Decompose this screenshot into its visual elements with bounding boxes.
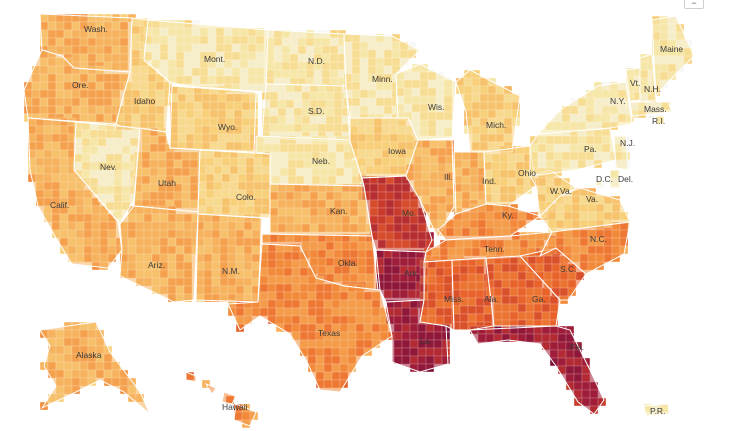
- label-wash: Wash.: [84, 24, 108, 34]
- label-alaska: Alaska: [76, 350, 102, 360]
- state-kan[interactable]: [269, 183, 373, 237]
- label-ri: R.I.: [652, 116, 665, 126]
- state-nh[interactable]: [639, 53, 657, 103]
- label-nh: N.H.: [644, 84, 661, 94]
- state-ill[interactable]: [405, 139, 455, 240]
- state-ala[interactable]: [451, 257, 495, 331]
- state-fla[interactable]: [469, 325, 605, 415]
- state-del[interactable]: [609, 169, 621, 189]
- label-colo: Colo.: [236, 192, 256, 202]
- label-utah: Utah: [158, 178, 176, 188]
- state-ny[interactable]: [536, 81, 633, 135]
- label-wyo: Wyo.: [218, 122, 237, 132]
- label-del: Del.: [618, 174, 633, 184]
- state-nj[interactable]: [613, 135, 629, 171]
- label-tenn: Tenn.: [484, 244, 505, 254]
- state-ohio[interactable]: [483, 145, 537, 207]
- label-neb: Neb.: [312, 156, 330, 166]
- label-idaho: Idaho: [134, 96, 156, 106]
- state-ariz[interactable]: [119, 205, 199, 303]
- label-mont: Mont.: [204, 54, 225, 64]
- label-mo: Mo.: [402, 208, 416, 218]
- label-nm: N.M.: [222, 266, 240, 276]
- label-wva: W.Va.: [550, 186, 572, 196]
- state-colo[interactable]: [197, 149, 271, 219]
- label-kan: Kan.: [330, 206, 348, 216]
- label-pr: P.R.: [650, 406, 665, 416]
- label-ark: Ark.: [404, 268, 419, 278]
- state-nm[interactable]: [195, 213, 263, 303]
- zoom-out-button[interactable]: −: [684, 0, 704, 9]
- state-sd[interactable]: [261, 83, 351, 143]
- label-mass: Mass.: [644, 104, 667, 114]
- label-iowa: Iowa: [388, 146, 406, 156]
- label-hawaii: Hawaii: [222, 402, 248, 412]
- label-ala: Ala.: [484, 294, 499, 304]
- state-alaska[interactable]: [39, 321, 151, 415]
- state-ri[interactable]: [655, 115, 665, 125]
- label-sd: S.D.: [308, 106, 325, 116]
- label-okla: Okla.: [338, 258, 358, 268]
- label-dc: D.C.: [596, 174, 613, 184]
- label-la: La.: [420, 336, 432, 346]
- state-wyo[interactable]: [169, 85, 257, 153]
- state-ga[interactable]: [485, 255, 561, 327]
- state-mass[interactable]: [629, 101, 673, 117]
- label-nj: N.J.: [620, 138, 635, 148]
- label-ariz: Ariz.: [148, 260, 165, 270]
- label-texas: Texas: [318, 328, 340, 338]
- state-texas[interactable]: [227, 243, 393, 393]
- state-neb[interactable]: [255, 135, 365, 187]
- label-ny: N.Y.: [610, 96, 625, 106]
- label-ohio: Ohio: [518, 168, 536, 178]
- state-iowa[interactable]: [349, 117, 419, 179]
- state-wis[interactable]: [395, 63, 457, 141]
- territory-pr[interactable]: [643, 403, 671, 417]
- label-ore: Ore.: [72, 80, 89, 90]
- label-ill: Ill.: [444, 172, 453, 182]
- state-hawaii[interactable]: [185, 371, 257, 427]
- label-nev: Nev.: [100, 162, 117, 172]
- state-mich[interactable]: [455, 69, 521, 153]
- label-mich: Mich.: [486, 120, 506, 130]
- label-va: Va.: [586, 194, 598, 204]
- label-minn: Minn.: [372, 74, 393, 84]
- label-vt: Vt.: [630, 78, 640, 88]
- label-maine: Maine: [660, 44, 683, 54]
- label-nc: N.C.: [590, 234, 607, 244]
- state-dc[interactable]: [595, 179, 603, 187]
- label-wis: Wis.: [428, 102, 445, 112]
- label-ga: Ga.: [532, 294, 546, 304]
- label-sc: S.C.: [560, 264, 577, 274]
- label-calif: Calif.: [50, 200, 69, 210]
- label-miss: Miss.: [444, 294, 464, 304]
- state-nd[interactable]: [265, 29, 347, 87]
- label-fla: Fla.: [570, 342, 584, 352]
- state-pa[interactable]: [529, 127, 617, 177]
- label-ind: Ind.: [482, 176, 496, 186]
- label-ky: Ky.: [502, 210, 514, 220]
- state-maine[interactable]: [651, 15, 695, 98]
- label-pa: Pa.: [584, 144, 597, 154]
- label-nd: N.D.: [308, 56, 325, 66]
